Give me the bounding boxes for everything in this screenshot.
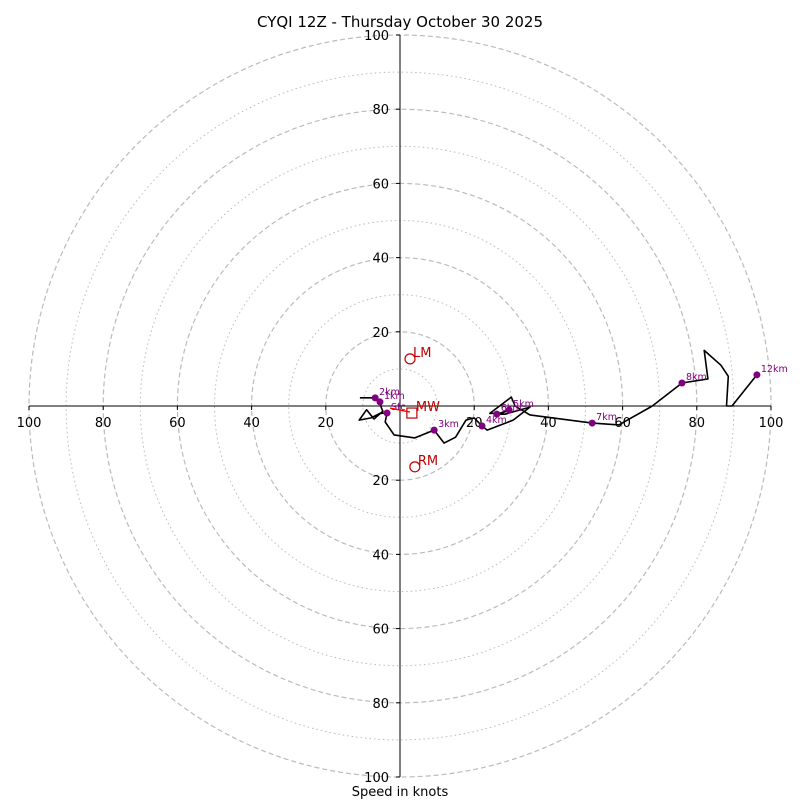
y-tick-label: 100	[364, 771, 389, 786]
lm-label: LM	[413, 346, 431, 361]
height-label-6km: 6km	[501, 403, 522, 414]
storm-motion-markers: LM RM MW	[389, 346, 440, 473]
height-marker-7km	[588, 419, 596, 427]
y-tick-label: 80	[372, 103, 389, 118]
x-tick-label: 40	[243, 416, 260, 431]
axes	[29, 35, 771, 777]
height-marker-12km	[753, 371, 761, 379]
height-label-8km: 8km	[686, 372, 707, 383]
y-tick-label: 20	[372, 474, 389, 489]
rm-marker	[409, 461, 421, 473]
height-marker-3km	[430, 426, 438, 434]
x-axis-label: Speed in knots	[352, 785, 449, 800]
height-marker-8km	[678, 379, 686, 387]
height-marker-2km	[371, 394, 379, 402]
x-tick-label: 80	[95, 416, 112, 431]
mw-label: MW	[416, 400, 440, 415]
x-tick-label: 100	[17, 416, 42, 431]
x-tick-label: 80	[689, 416, 706, 431]
x-tick-label: 40	[540, 416, 557, 431]
x-tick-label: 20	[318, 416, 335, 431]
shear-arrow	[389, 407, 411, 413]
height-label-3km: 3km	[438, 419, 459, 430]
y-tick-label: 60	[372, 177, 389, 192]
mw-marker	[406, 407, 418, 419]
height-label-5km: 5km	[513, 399, 534, 410]
height-label-2km: 2km	[379, 387, 400, 398]
y-tick-label: 80	[372, 697, 389, 712]
y-tick-label: 20	[372, 326, 389, 341]
y-tick-label: 40	[372, 252, 389, 267]
height-label-12km: 12km	[761, 364, 788, 375]
rm-label: RM	[418, 454, 438, 469]
height-label-1km: 1km	[384, 391, 405, 402]
height-marker-6km	[493, 410, 501, 418]
tick-labels: 100 80 60 40 20 20 40 60 80 100100806040202040608…	[17, 29, 784, 786]
height-label-7km: 7km	[596, 412, 617, 423]
height-marker-1km	[376, 398, 384, 406]
y-tick-label: 40	[372, 548, 389, 563]
chart-title: CYQI 12Z - Thursday October 30 2025	[257, 13, 543, 31]
lm-marker	[404, 353, 416, 365]
height-label-4km: 4km	[486, 415, 507, 426]
height-label-sfc: Sfc	[391, 402, 406, 413]
height-marker-4km	[478, 422, 486, 430]
height-marker-5km	[505, 406, 513, 414]
height-marker-sfc	[383, 409, 391, 417]
y-tick-label: 60	[372, 623, 389, 638]
x-tick-label: 60	[169, 416, 186, 431]
x-tick-label: 100	[759, 416, 784, 431]
y-tick-label: 100	[364, 29, 389, 44]
